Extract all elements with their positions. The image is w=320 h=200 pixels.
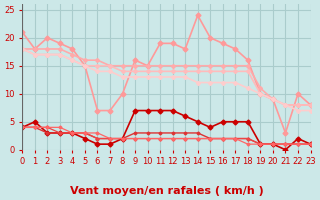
X-axis label: Vent moyen/en rafales ( km/h ): Vent moyen/en rafales ( km/h ) — [69, 186, 263, 196]
